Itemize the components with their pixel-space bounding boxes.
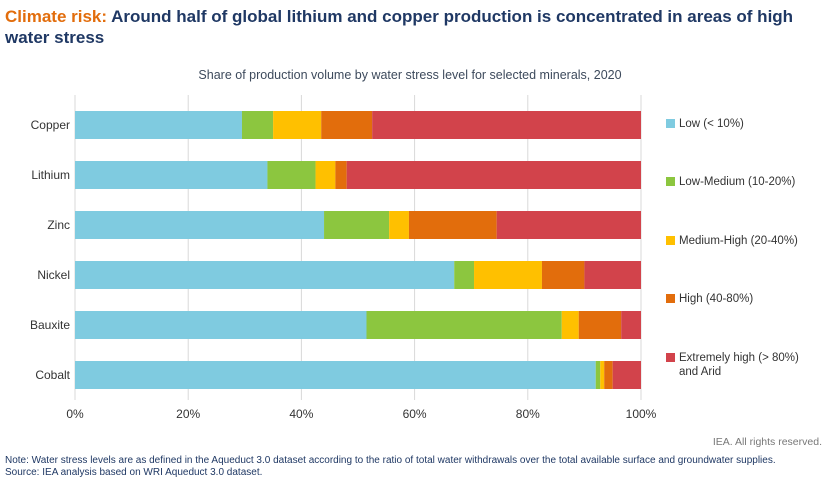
bar-segment-cobalt-high-40-80: [604, 361, 613, 389]
bar-segments: [75, 111, 641, 389]
chart-subtitle: Share of production volume by water stre…: [198, 68, 622, 82]
category-label: Nickel: [37, 268, 70, 282]
bar-segment-nickel-extremely-high-80-and-arid: [584, 261, 641, 289]
bar-segment-lithium-high-40-80: [335, 161, 347, 189]
bar-segment-zinc-extremely-high-80-and-arid: [496, 211, 641, 239]
footnote: Note: Water stress levels are as defined…: [5, 455, 830, 478]
copyright: IEA. All rights reserved.: [712, 436, 822, 448]
legend-swatch: [666, 353, 675, 362]
legend-label: Low-Medium (10-20%): [679, 176, 795, 188]
bar-segment-bauxite-low-10: [75, 311, 367, 339]
legend-swatch: [666, 119, 675, 128]
x-tick-label: 100%: [626, 407, 657, 421]
legend-label: Extremely high (> 80%) and Arid: [679, 352, 799, 378]
legend-label: Medium-High (20-40%): [679, 235, 798, 247]
category-label: Bauxite: [30, 318, 70, 332]
bar-segment-copper-extremely-high-80-and-arid: [372, 111, 641, 139]
bar-segment-zinc-low-medium-10-20: [324, 211, 390, 239]
bar-segment-copper-low-10: [75, 111, 242, 139]
legend-swatch: [666, 236, 675, 245]
bar-segment-bauxite-extremely-high-80-and-arid: [621, 311, 641, 339]
bar-segment-lithium-extremely-high-80-and-arid: [346, 161, 641, 189]
bar-segment-cobalt-medium-high-20-40: [600, 361, 605, 389]
bar-segment-cobalt-low-10: [75, 361, 596, 389]
category-label: Zinc: [47, 218, 70, 232]
x-tick-label: 20%: [176, 407, 200, 421]
bar-segment-zinc-high-40-80: [408, 211, 497, 239]
title-kicker: Climate risk:: [5, 7, 108, 26]
x-tick-label: 60%: [403, 407, 427, 421]
stacked-bar-chart: Copper Lithium Zinc Nickel Bauxite Cobalt 0% 2…: [30, 95, 799, 421]
x-tick-label: 0%: [66, 407, 84, 421]
bar-segment-zinc-low-10: [75, 211, 325, 239]
bar-segment-lithium-low-medium-10-20: [267, 161, 316, 189]
legend-label: High (40-80%): [679, 293, 753, 305]
bar-segment-copper-high-40-80: [321, 111, 373, 139]
category-labels: Copper Lithium Zinc Nickel Bauxite Cobalt: [30, 118, 71, 382]
bar-segment-nickel-high-40-80: [541, 261, 585, 289]
bar-segment-copper-low-medium-10-20: [241, 111, 274, 139]
bar-segment-bauxite-high-40-80: [578, 311, 622, 339]
bar-segment-nickel-low-medium-10-20: [454, 261, 475, 289]
bar-segment-copper-medium-high-20-40: [273, 111, 322, 139]
source-text: Source: IEA analysis based on WRI Aquedu…: [5, 466, 263, 478]
gridlines: [74, 95, 642, 400]
bar-segment-nickel-low-10: [75, 261, 455, 289]
title-text: Around half of global lithium and copper…: [5, 7, 794, 47]
category-label: Cobalt: [35, 368, 70, 382]
chart-title: Climate risk: Around half of global lith…: [5, 6, 830, 48]
bar-segment-nickel-medium-high-20-40: [474, 261, 542, 289]
legend-swatch: [666, 177, 675, 186]
category-label: Copper: [31, 118, 70, 132]
bar-segment-cobalt-extremely-high-80-and-arid: [612, 361, 641, 389]
bar-segment-zinc-medium-high-20-40: [389, 211, 409, 239]
legend-label: Low (< 10%): [679, 118, 744, 130]
bar-segment-cobalt-low-medium-10-20: [595, 361, 601, 389]
x-tick-labels: 0% 20% 40% 60% 80% 100%: [66, 407, 656, 421]
x-tick-label: 40%: [289, 407, 313, 421]
bar-segment-lithium-low-10: [75, 161, 268, 189]
bar-segment-bauxite-medium-high-20-40: [561, 311, 579, 339]
bar-segment-bauxite-low-medium-10-20: [366, 311, 562, 339]
legend-swatch: [666, 294, 675, 303]
category-label: Lithium: [31, 168, 70, 182]
x-tick-label: 80%: [516, 407, 540, 421]
bar-segment-lithium-medium-high-20-40: [315, 161, 336, 189]
note-text: Note: Water stress levels are as defined…: [5, 455, 776, 466]
legend: Low (< 10%) Low-Medium (10-20%) Medium-Hig…: [666, 118, 799, 378]
